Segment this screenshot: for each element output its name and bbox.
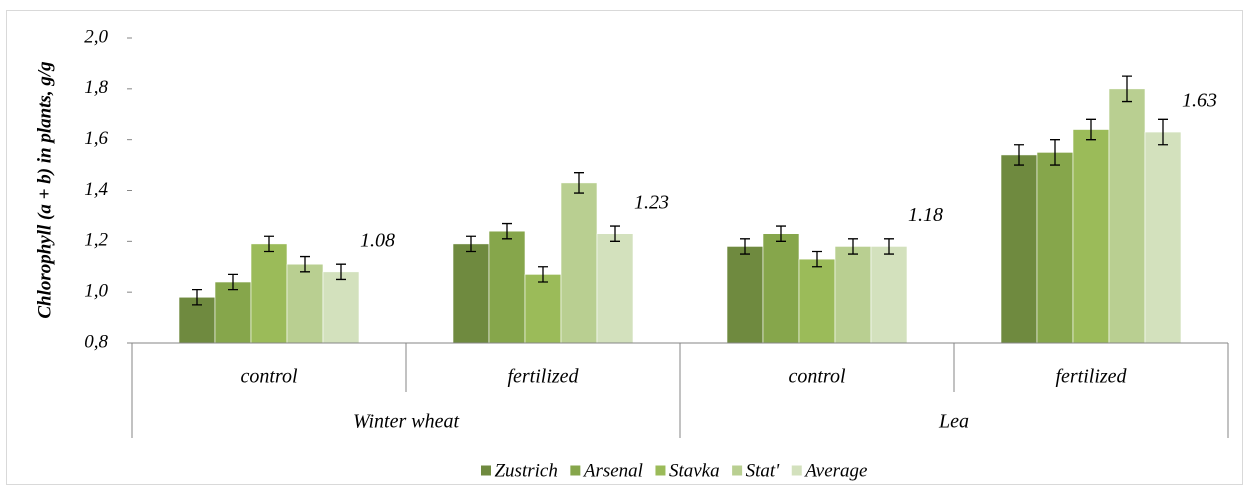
error-bar [228, 273, 238, 291]
bar [286, 263, 324, 344]
error-bar [1050, 139, 1060, 166]
y-tick-label: 0,8 [84, 331, 108, 352]
legend-swatch [569, 464, 582, 477]
error-bar [574, 172, 584, 194]
error-bar [740, 238, 750, 255]
y-tick-label: 1,2 [84, 230, 108, 251]
error-bar [466, 235, 476, 253]
legend-label: Arsenal [582, 460, 643, 481]
x-tick-label: control [788, 366, 845, 388]
bar [798, 258, 836, 344]
x-tick-label: fertilized [1055, 366, 1127, 388]
error-bar [848, 238, 858, 255]
legend-swatch [479, 464, 492, 477]
bar [214, 281, 252, 344]
bar [870, 246, 908, 344]
error-bar [264, 235, 274, 253]
data-label: 1.18 [908, 204, 943, 226]
bar [762, 233, 800, 344]
group-label: Winter wheat [353, 411, 460, 433]
y-tick-label: 2,0 [84, 26, 108, 47]
x-tick-label: fertilized [507, 366, 579, 388]
bar [560, 182, 598, 344]
legend-label: Zustrich [494, 460, 557, 481]
data-label: 1.23 [634, 191, 669, 213]
bar [596, 233, 634, 344]
bar [1108, 88, 1146, 344]
error-bar [502, 222, 512, 240]
error-bar [336, 263, 346, 281]
y-tick-label: 1,0 [84, 281, 108, 302]
bar [1000, 154, 1038, 344]
bar [524, 274, 562, 344]
legend-swatch [790, 464, 803, 477]
bar [250, 243, 288, 344]
error-bar [192, 288, 202, 306]
legend-swatch [654, 464, 667, 477]
bar [726, 246, 764, 344]
error-bar [1158, 118, 1168, 146]
error-bar [884, 238, 894, 255]
group-label: Lea [938, 411, 969, 433]
error-bar [1014, 144, 1024, 166]
data-label: 1.08 [360, 229, 395, 251]
legend-label: Average [803, 460, 867, 481]
bar [488, 230, 526, 344]
error-bar [812, 250, 822, 268]
y-tick-label: 1,4 [84, 179, 108, 200]
bar [322, 271, 360, 344]
legend-label: Stavka [669, 460, 720, 481]
bar [1144, 131, 1182, 344]
data-label: 1.63 [1182, 90, 1217, 112]
bar [1036, 152, 1074, 344]
error-bar [300, 255, 310, 273]
y-tick-label: 1,6 [84, 128, 108, 149]
bar [834, 246, 872, 344]
y-axis-title: Chlorophyll (a + b) in plants, g/g [34, 61, 55, 318]
legend-swatch [731, 464, 744, 477]
error-bar [1086, 118, 1096, 141]
legend-label: Stat' [746, 460, 781, 481]
x-tick-label: control [240, 366, 297, 388]
error-bar [610, 225, 620, 242]
bar [1072, 129, 1110, 344]
bar [452, 243, 490, 344]
error-bar [538, 266, 548, 283]
error-bar [776, 225, 786, 242]
error-bar [1122, 75, 1132, 103]
y-tick-label: 1,8 [84, 77, 108, 98]
